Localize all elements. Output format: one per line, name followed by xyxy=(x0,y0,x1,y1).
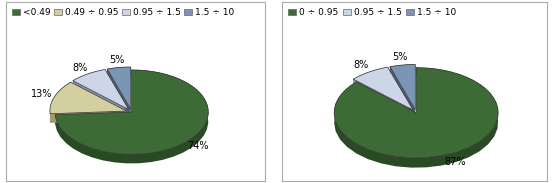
Polygon shape xyxy=(353,67,388,89)
Text: 5%: 5% xyxy=(393,52,408,62)
Polygon shape xyxy=(105,70,129,119)
Text: 87%: 87% xyxy=(444,157,466,167)
Text: 5%: 5% xyxy=(109,55,124,65)
Polygon shape xyxy=(73,70,129,110)
Legend: 0 ÷ 0.95, 0.95 ÷ 1.5, 1.5 ÷ 10: 0 ÷ 0.95, 0.95 ÷ 1.5, 1.5 ÷ 10 xyxy=(286,6,458,19)
Polygon shape xyxy=(353,79,413,120)
Polygon shape xyxy=(71,82,127,120)
Text: 13%: 13% xyxy=(31,89,52,99)
Text: 74%: 74% xyxy=(187,141,208,151)
Polygon shape xyxy=(334,68,498,158)
Polygon shape xyxy=(390,64,415,110)
Polygon shape xyxy=(107,69,131,118)
Polygon shape xyxy=(55,70,208,163)
Polygon shape xyxy=(356,82,416,123)
Polygon shape xyxy=(73,81,129,119)
Text: 8%: 8% xyxy=(72,63,88,72)
Polygon shape xyxy=(107,67,131,109)
Polygon shape xyxy=(390,67,415,119)
Legend: <0.49, 0.49 ÷ 0.95, 0.95 ÷ 1.5, 1.5 ÷ 10: <0.49, 0.49 ÷ 0.95, 0.95 ÷ 1.5, 1.5 ÷ 10 xyxy=(10,6,236,19)
Polygon shape xyxy=(390,64,415,76)
Polygon shape xyxy=(55,112,132,124)
Polygon shape xyxy=(73,70,105,90)
Polygon shape xyxy=(107,67,131,78)
Polygon shape xyxy=(50,82,127,114)
Polygon shape xyxy=(50,111,127,123)
Polygon shape xyxy=(55,70,208,154)
Polygon shape xyxy=(353,67,413,110)
Polygon shape xyxy=(388,67,413,120)
Polygon shape xyxy=(334,68,498,168)
Text: 8%: 8% xyxy=(353,60,369,70)
Polygon shape xyxy=(50,82,71,123)
